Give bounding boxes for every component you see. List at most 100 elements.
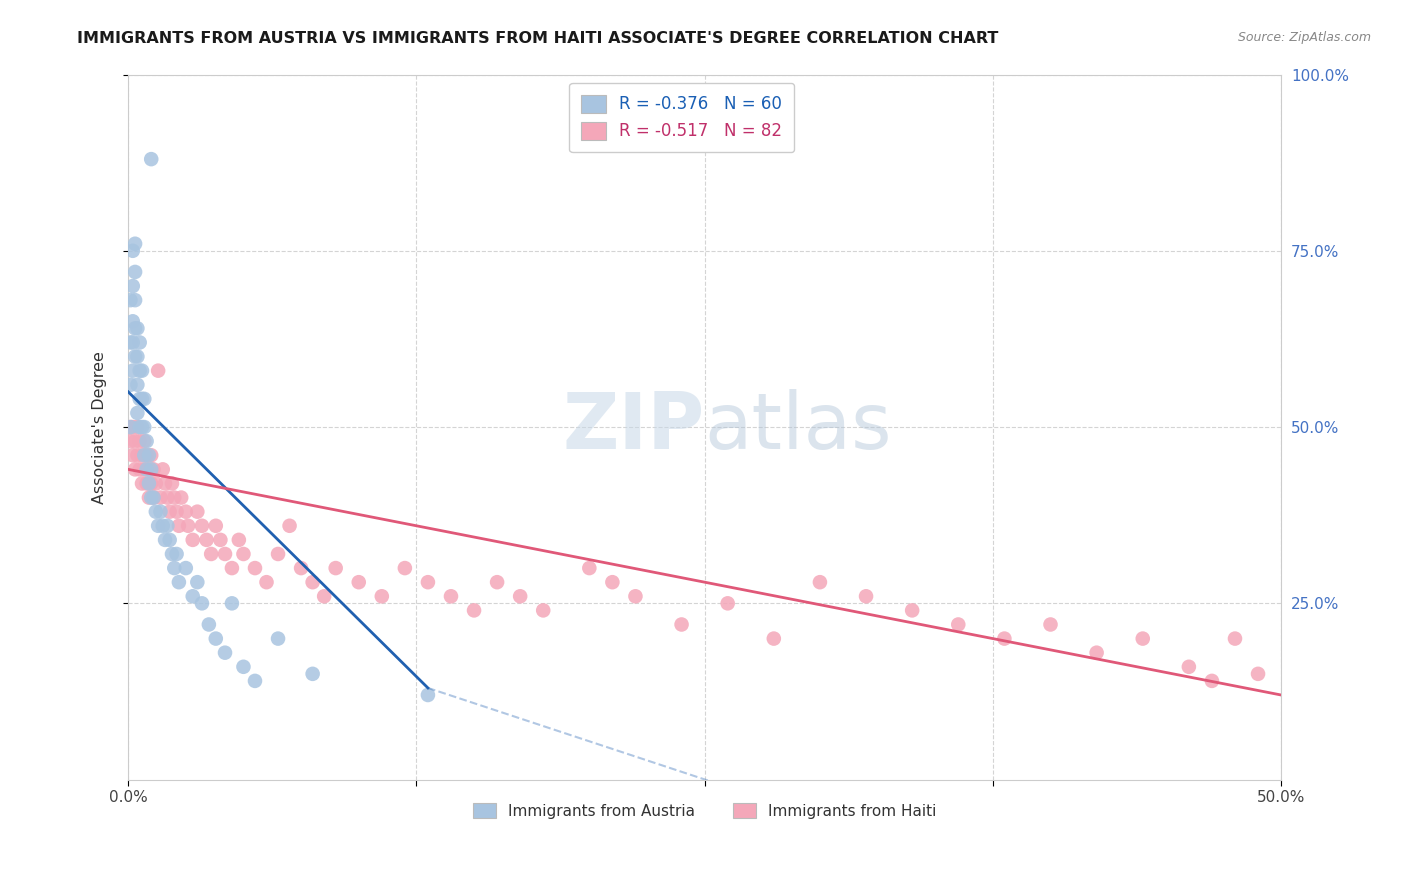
Point: [120, 420, 142, 434]
Point: [170, 491, 193, 505]
Point: [145, 505, 167, 519]
Point: [301, 575, 323, 590]
Point: [124, 265, 146, 279]
Point: [463, 603, 485, 617]
Point: [948, 617, 970, 632]
Point: [214, 547, 236, 561]
Point: [120, 335, 142, 350]
Point: [149, 505, 172, 519]
Point: [128, 364, 150, 378]
Point: [232, 660, 254, 674]
Point: [163, 491, 186, 505]
Point: [160, 547, 183, 561]
Point: [121, 335, 143, 350]
Point: [124, 350, 146, 364]
Point: [146, 518, 169, 533]
Point: [142, 491, 165, 505]
Point: [131, 420, 153, 434]
Point: [214, 646, 236, 660]
Point: [128, 420, 150, 434]
Point: [127, 321, 149, 335]
Point: [1223, 632, 1246, 646]
Point: [416, 575, 439, 590]
Point: [127, 350, 149, 364]
Point: [440, 589, 463, 603]
Point: [174, 505, 197, 519]
Point: [131, 364, 153, 378]
Text: ZIP: ZIP: [562, 389, 704, 465]
Point: [177, 518, 200, 533]
Point: [186, 575, 208, 590]
Point: [121, 448, 143, 462]
Point: [128, 335, 150, 350]
Point: [127, 420, 149, 434]
Point: [1201, 673, 1223, 688]
Point: [134, 448, 156, 462]
Point: [138, 462, 160, 476]
Point: [209, 533, 232, 547]
Point: [186, 505, 208, 519]
Point: [124, 293, 146, 307]
Point: [166, 505, 188, 519]
Point: [301, 666, 323, 681]
Point: [128, 392, 150, 406]
Point: [121, 244, 143, 258]
Point: [135, 462, 157, 476]
Point: [232, 547, 254, 561]
Point: [127, 406, 149, 420]
Point: [131, 476, 153, 491]
Point: [314, 589, 336, 603]
Point: [243, 561, 266, 575]
Point: [124, 321, 146, 335]
Legend: Immigrants from Austria, Immigrants from Haiti: Immigrants from Austria, Immigrants from…: [467, 797, 942, 825]
Point: [228, 533, 250, 547]
Point: [141, 491, 163, 505]
Point: [198, 617, 221, 632]
Point: [156, 491, 179, 505]
Point: [204, 632, 226, 646]
Point: [993, 632, 1015, 646]
Point: [808, 575, 831, 590]
Point: [131, 448, 153, 462]
Point: [1178, 660, 1201, 674]
Point: [578, 561, 600, 575]
Point: [163, 561, 186, 575]
Text: Source: ZipAtlas.com: Source: ZipAtlas.com: [1237, 31, 1371, 45]
Point: [195, 533, 218, 547]
Point: [762, 632, 785, 646]
Point: [1085, 646, 1108, 660]
Point: [142, 491, 165, 505]
Point: [124, 462, 146, 476]
Point: [160, 476, 183, 491]
Point: [134, 420, 156, 434]
Point: [1039, 617, 1062, 632]
Point: [121, 314, 143, 328]
Point: [509, 589, 531, 603]
Text: IMMIGRANTS FROM AUSTRIA VS IMMIGRANTS FROM HAITI ASSOCIATE'S DEGREE CORRELATION : IMMIGRANTS FROM AUSTRIA VS IMMIGRANTS FR…: [77, 31, 998, 46]
Point: [181, 533, 204, 547]
Point: [131, 392, 153, 406]
Point: [901, 603, 924, 617]
Point: [624, 589, 647, 603]
Point: [134, 434, 156, 449]
Y-axis label: Associate's Degree: Associate's Degree: [93, 351, 107, 503]
Point: [416, 688, 439, 702]
Point: [141, 462, 163, 476]
Point: [855, 589, 877, 603]
Point: [145, 476, 167, 491]
Point: [146, 364, 169, 378]
Point: [128, 462, 150, 476]
Point: [181, 589, 204, 603]
Point: [121, 279, 143, 293]
Point: [141, 448, 163, 462]
Point: [127, 448, 149, 462]
Point: [167, 518, 190, 533]
Point: [149, 491, 172, 505]
Point: [1247, 666, 1270, 681]
Point: [120, 377, 142, 392]
Point: [138, 491, 160, 505]
Point: [120, 434, 142, 449]
Point: [153, 476, 176, 491]
Point: [135, 448, 157, 462]
Point: [135, 434, 157, 449]
